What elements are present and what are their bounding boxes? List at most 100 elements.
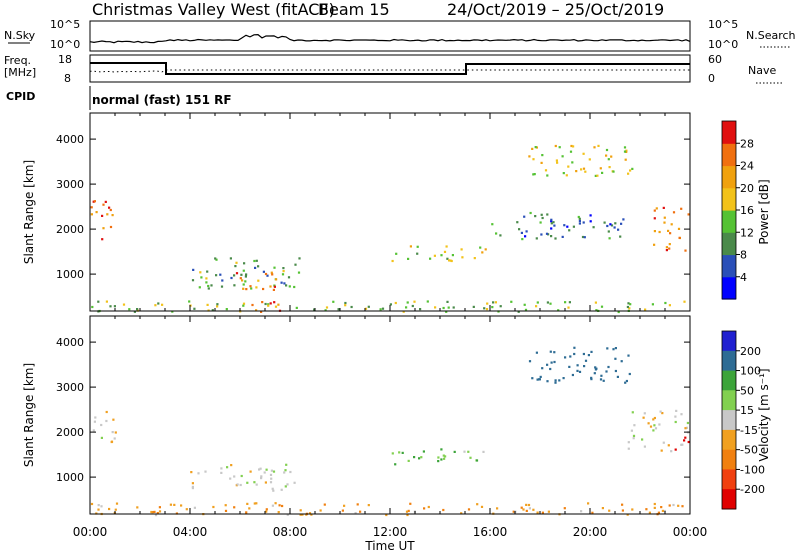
echo-cell bbox=[627, 302, 630, 305]
echo-cell bbox=[220, 285, 224, 288]
range-tick-label: 1000 bbox=[56, 471, 84, 484]
echo-cell bbox=[518, 228, 521, 231]
echo-cell bbox=[93, 420, 96, 423]
echo-cell bbox=[541, 511, 544, 514]
echo-cell bbox=[587, 502, 590, 505]
echo-cell bbox=[658, 423, 661, 426]
colorbar-tick-label: 200 bbox=[740, 345, 761, 358]
station-title: Christmas Valley West (fitACF) bbox=[92, 0, 335, 19]
echo-cell bbox=[108, 507, 111, 511]
echo-cell bbox=[449, 259, 452, 262]
echo-cell bbox=[261, 301, 264, 304]
echo-cell bbox=[557, 309, 560, 312]
echo-cell bbox=[628, 307, 631, 310]
echo-cell bbox=[534, 215, 537, 218]
echo-cell bbox=[385, 513, 388, 517]
echo-cell bbox=[491, 306, 494, 309]
echo-cell bbox=[94, 416, 97, 419]
echo-cell bbox=[254, 266, 257, 269]
echo-cell bbox=[541, 154, 544, 157]
echo-cell bbox=[528, 155, 531, 158]
echo-cell bbox=[136, 308, 139, 311]
echo-cell bbox=[580, 168, 583, 171]
echo-cell bbox=[545, 232, 549, 235]
echo-cell bbox=[517, 310, 520, 313]
echo-cell bbox=[433, 254, 436, 257]
power-ylabel: Slant Range [km] bbox=[22, 160, 36, 264]
echo-cell bbox=[405, 510, 409, 513]
echo-cell bbox=[606, 224, 609, 228]
echo-cell bbox=[409, 245, 412, 248]
colorbar-swatch bbox=[722, 165, 736, 189]
echo-cell bbox=[475, 459, 479, 462]
echo-cell bbox=[529, 211, 532, 215]
echo-cell bbox=[215, 258, 218, 261]
echo-cell bbox=[285, 284, 288, 287]
echo-cell bbox=[668, 304, 671, 307]
time-tick-label: 00:00 bbox=[73, 525, 108, 539]
echo-cell bbox=[239, 277, 242, 280]
echo-cell bbox=[100, 505, 103, 508]
colorbar-tick-label: 4 bbox=[740, 271, 747, 284]
echo-cell bbox=[249, 470, 252, 473]
echo-cell bbox=[294, 263, 297, 266]
echo-cell bbox=[538, 378, 541, 381]
echo-cell bbox=[610, 155, 613, 158]
echo-cell bbox=[553, 360, 556, 364]
colorbar-swatch bbox=[722, 489, 736, 510]
echo-cell bbox=[570, 144, 573, 148]
echo-cell bbox=[565, 174, 568, 177]
echo-cell bbox=[576, 369, 579, 372]
echo-cell bbox=[274, 502, 277, 505]
echo-cell bbox=[240, 474, 243, 478]
echo-cell bbox=[105, 419, 108, 423]
echo-cell bbox=[280, 281, 283, 284]
echo-cell bbox=[672, 503, 675, 507]
freq-unit: [MHz] bbox=[4, 66, 36, 79]
echo-cell bbox=[269, 473, 273, 476]
echo-cell bbox=[492, 301, 495, 304]
echo-cell bbox=[549, 350, 552, 353]
echo-cell bbox=[157, 302, 160, 305]
echo-cell bbox=[354, 512, 357, 515]
echo-cell bbox=[659, 410, 662, 413]
echo-cell bbox=[422, 450, 425, 453]
echo-cell bbox=[641, 438, 644, 441]
echo-cell bbox=[616, 375, 619, 378]
echo-cell bbox=[550, 222, 553, 225]
echo-cell bbox=[643, 445, 646, 448]
echo-cell bbox=[251, 303, 254, 307]
echo-cell bbox=[112, 418, 115, 421]
colorbar-swatch bbox=[722, 390, 736, 411]
echo-cell bbox=[525, 509, 528, 512]
echo-cell bbox=[240, 273, 243, 276]
echo-cell bbox=[461, 256, 464, 259]
nsearch-tick-high: 10^5 bbox=[708, 18, 738, 31]
colorbar-tick-label: -15 bbox=[740, 424, 758, 437]
echo-cell bbox=[420, 456, 423, 459]
echo-cell bbox=[532, 508, 535, 511]
echo-cell bbox=[540, 213, 543, 216]
echo-cell bbox=[599, 167, 602, 170]
echo-cell bbox=[101, 214, 104, 217]
echo-cell bbox=[564, 301, 567, 304]
echo-cell bbox=[600, 305, 604, 308]
echo-cell bbox=[95, 211, 98, 214]
echo-cell bbox=[199, 271, 202, 274]
echo-cell bbox=[491, 223, 494, 226]
echo-cell bbox=[293, 285, 296, 289]
echo-cell bbox=[625, 149, 628, 152]
echo-cell bbox=[524, 308, 528, 311]
echo-cell bbox=[192, 268, 195, 271]
echo-cell bbox=[288, 285, 291, 288]
echo-cell bbox=[623, 150, 627, 153]
echo-cell bbox=[204, 470, 207, 473]
echo-cell bbox=[581, 235, 585, 239]
echo-cell bbox=[214, 257, 217, 260]
cpid-mode: normal (fast) 151 RF bbox=[92, 93, 232, 107]
echo-cell bbox=[413, 300, 416, 303]
echo-cell bbox=[617, 310, 620, 314]
nave-tick-low: 0 bbox=[708, 72, 715, 85]
echo-cell bbox=[446, 257, 449, 260]
echo-cell bbox=[469, 456, 472, 459]
